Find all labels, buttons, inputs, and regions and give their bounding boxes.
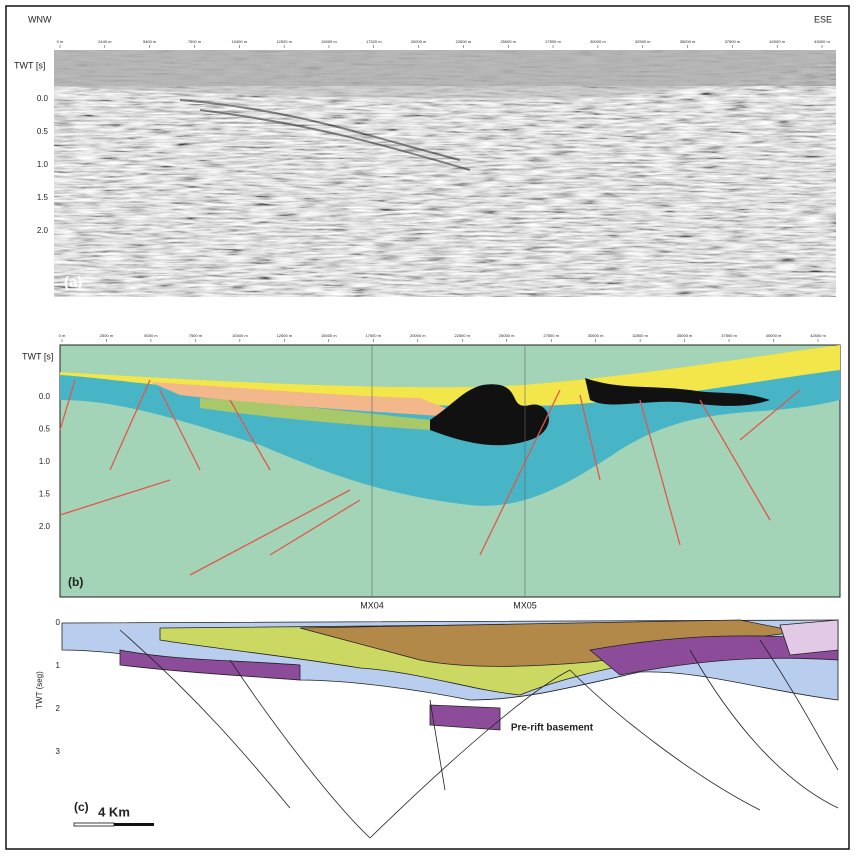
distance-label: 32500 m [632,333,648,338]
distance-label: 40000 m [766,333,782,338]
y-tick-label: 0.0 [39,392,51,401]
y-tick-label: 2.0 [37,226,49,235]
y-tick-label: 1.0 [39,457,51,466]
cross-section [62,620,838,838]
well-label: MX04 [360,600,384,610]
axis-title: TWT [s] [14,60,45,70]
direction-right: ESE [814,14,832,24]
distance-label: 7500 m [188,39,202,44]
distance-label: 37500 m [721,333,737,338]
panel-label: (c) [74,800,89,814]
distance-label: 37500 m [725,39,741,44]
distance-label: 2440 m [98,39,112,44]
y-tick-label: 1.5 [37,193,49,202]
distance-label: 42500 m [810,333,826,338]
figure: WNW ESE TWT [s] (a) 0.00.51.01.52.00 m24… [0,0,856,855]
distance-label: 10400 m [232,39,248,44]
distance-label: 30000 m [590,39,606,44]
distance-label: 5000 m [144,333,158,338]
distance-label: 35000 m [680,39,696,44]
distance-label: 12520 m [276,39,292,44]
distance-label: 0 m [59,333,66,338]
axis-title: TWT (seg) [35,671,44,709]
distance-label: 27500 m [543,333,559,338]
distance-label: 15000 m [321,333,337,338]
distance-label: 40000 m [769,39,785,44]
distance-label: 10400 m [232,333,248,338]
y-tick-label: 2 [56,704,61,713]
y-tick-label: 1 [56,661,61,670]
distance-label: 32500 m [635,39,651,44]
panel-label: (b) [68,575,83,589]
y-tick-label: 0 [56,618,61,627]
distance-label: 22500 m [454,333,470,338]
distance-label: 15000 m [321,39,337,44]
scale-bar [74,823,154,826]
distance-label: 35000 m [677,333,693,338]
y-tick-label: 3 [56,747,61,756]
well-label: MX05 [513,600,537,610]
distance-label: 43000 m [814,39,830,44]
y-tick-label: 2.0 [39,522,51,531]
distance-label: 5400 m [143,39,157,44]
y-tick-label: 1.5 [39,490,51,499]
distance-label: 27500 m [545,39,561,44]
distance-label: 2500 m [100,333,114,338]
direction-left: WNW [28,14,52,24]
distance-label: 25000 m [500,39,516,44]
distance-label: 20000 m [411,39,427,44]
distance-label: 17500 m [366,333,382,338]
scale-label: 4 Km [98,804,130,819]
distance-label: 0 m [57,39,64,44]
distance-label: 17320 m [366,39,382,44]
y-tick-label: 0.5 [37,127,49,136]
y-tick-label: 0.5 [39,425,51,434]
distance-label: 30000 m [588,333,604,338]
y-tick-label: 1.0 [37,160,49,169]
distance-label: 7500 m [189,333,203,338]
panel-label: (a) [64,274,82,291]
distance-label: 20000 m [410,333,426,338]
y-tick-label: 0.0 [37,94,49,103]
distance-label: 12500 m [277,333,293,338]
interpreted-section [60,345,840,597]
annotation: Pre-rift basement [511,723,594,734]
distance-label: 22500 m [456,39,472,44]
distance-label: 25000 m [499,333,515,338]
axis-title: TWT [s] [22,351,53,361]
seismic-section [54,50,836,297]
